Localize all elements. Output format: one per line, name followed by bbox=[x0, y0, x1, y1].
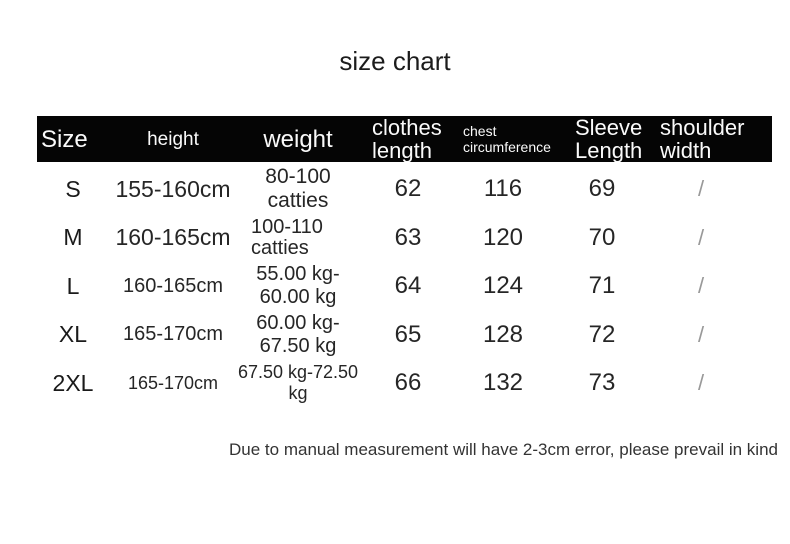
sleeve-length-cell: 72 bbox=[588, 320, 616, 348]
shoulder-width-cell: / bbox=[697, 273, 705, 299]
size-chart-page: size chart Size height weight clothes le… bbox=[0, 46, 790, 544]
table-row-m: M 160-165cm 100-110 catties 63 120 70 / bbox=[37, 214, 772, 263]
weight-cell: 80-100 catties bbox=[265, 165, 331, 213]
table-row-s: S 155-160cm 80-100 catties 62 116 69 / bbox=[37, 165, 772, 214]
chest-circumference-cell: 128 bbox=[482, 320, 524, 348]
column-header-chest-circumference: chest circumference bbox=[463, 123, 551, 155]
height-cell: 155-160cm bbox=[115, 175, 231, 202]
column-header-height: height bbox=[147, 128, 199, 150]
table-body: S 155-160cm 80-100 catties 62 116 69 / M… bbox=[37, 165, 772, 408]
weight-cell: 60.00 kg-67.50 kg bbox=[256, 311, 340, 357]
size-cell: L bbox=[66, 272, 80, 299]
clothes-length-cell: 65 bbox=[394, 320, 422, 348]
table-header-row: Size height weight clothes length chest … bbox=[37, 116, 772, 162]
shoulder-width-cell: / bbox=[697, 176, 705, 202]
table-row-2xl: 2XL 165-170cm 67.50 kg-72.50 kg 66 132 7… bbox=[37, 359, 772, 408]
weight-cell: 67.50 kg-72.50 kg bbox=[237, 362, 359, 404]
height-cell: 165-170cm bbox=[122, 323, 224, 346]
clothes-length-cell: 62 bbox=[394, 175, 422, 203]
table-row-xl: XL 165-170cm 60.00 kg-67.50 kg 65 128 72… bbox=[37, 311, 772, 360]
sleeve-length-cell: 73 bbox=[588, 369, 616, 397]
clothes-length-cell: 66 bbox=[394, 369, 422, 397]
size-cell: M bbox=[63, 224, 83, 251]
column-header-sleeve-length: Sleeve Length bbox=[575, 116, 643, 162]
weight-cell: 100-110 catties bbox=[251, 215, 323, 259]
chest-circumference-cell: 132 bbox=[482, 369, 524, 397]
shoulder-width-cell: / bbox=[697, 370, 705, 396]
chest-circumference-cell: 124 bbox=[482, 272, 524, 300]
chest-circumference-cell: 116 bbox=[483, 175, 523, 203]
size-chart-table: Size height weight clothes length chest … bbox=[37, 116, 772, 408]
column-header-weight: weight bbox=[263, 125, 333, 153]
sleeve-length-cell: 69 bbox=[588, 175, 616, 203]
weight-cell: 55.00 kg-60.00 kg bbox=[256, 263, 340, 309]
shoulder-width-cell: / bbox=[697, 224, 705, 250]
table-row-l: L 160-165cm 55.00 kg-60.00 kg 64 124 71 … bbox=[37, 262, 772, 311]
sleeve-length-cell: 71 bbox=[588, 272, 616, 300]
column-header-size: Size bbox=[41, 125, 88, 153]
chest-circumference-cell: 120 bbox=[482, 223, 524, 251]
height-cell: 160-165cm bbox=[122, 274, 224, 297]
measurement-note: Due to manual measurement will have 2-3c… bbox=[229, 439, 778, 459]
sleeve-length-cell: 70 bbox=[588, 223, 616, 251]
size-cell: 2XL bbox=[52, 369, 94, 396]
column-header-clothes-length: clothes length bbox=[372, 116, 442, 162]
page-title: size chart bbox=[339, 46, 451, 76]
clothes-length-cell: 63 bbox=[394, 223, 422, 251]
size-cell: S bbox=[65, 175, 81, 202]
height-cell: 165-170cm bbox=[127, 372, 219, 393]
size-cell: XL bbox=[58, 321, 88, 348]
shoulder-width-cell: / bbox=[697, 321, 705, 347]
column-header-shoulder-width: shoulder width bbox=[660, 116, 745, 162]
clothes-length-cell: 64 bbox=[394, 272, 422, 300]
height-cell: 160-165cm bbox=[115, 224, 231, 251]
